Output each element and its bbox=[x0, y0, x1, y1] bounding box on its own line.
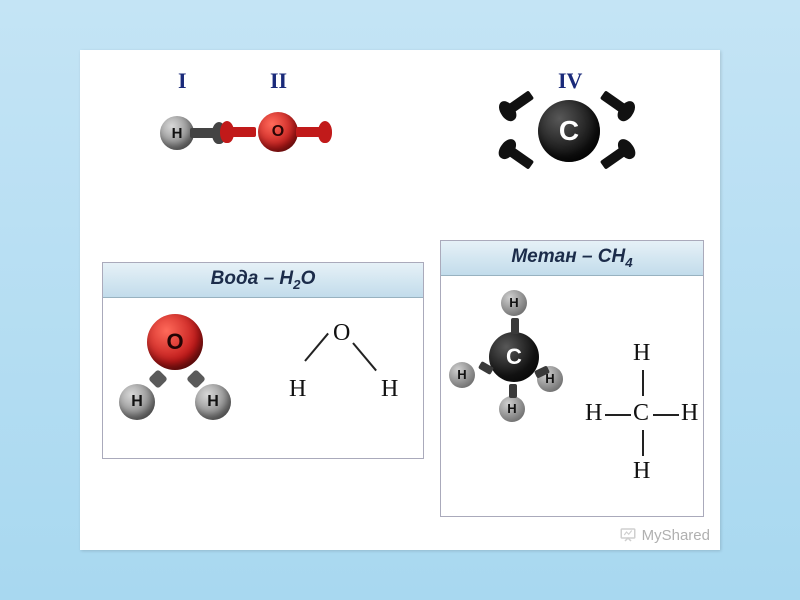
presentation-icon bbox=[619, 526, 637, 544]
hand-icon bbox=[600, 90, 630, 115]
methane-panel: Метан – CH4 C H H H H C H H bbox=[440, 240, 704, 517]
valence-label-1: I bbox=[178, 68, 187, 94]
structural-hydrogen: H bbox=[633, 340, 650, 367]
atom-oxygen-model: O bbox=[147, 314, 203, 370]
water-panel-body: O H H O H H bbox=[103, 298, 423, 458]
watermark: MyShared bbox=[619, 526, 710, 544]
bond-connector bbox=[509, 384, 517, 398]
atom-carbon-valence: C bbox=[538, 100, 600, 162]
hand-icon bbox=[296, 127, 326, 137]
water-title-sub: 2 bbox=[293, 277, 300, 292]
atom-symbol: H bbox=[172, 125, 183, 142]
atom-hydrogen-valence: H bbox=[160, 116, 194, 150]
water-panel: Вода – H2O O H H O H H bbox=[102, 262, 424, 459]
bond-line bbox=[304, 333, 329, 362]
atom-symbol: C bbox=[559, 115, 579, 147]
atom-symbol: O bbox=[272, 123, 284, 141]
methane-panel-header: Метан – CH4 bbox=[441, 241, 703, 276]
atom-symbol: C bbox=[506, 344, 522, 370]
water-panel-header: Вода – H2O bbox=[103, 263, 423, 298]
atom-symbol: H bbox=[457, 367, 466, 382]
structural-hydrogen: H bbox=[585, 400, 602, 427]
bond-line bbox=[642, 370, 644, 396]
valence-label-4: IV bbox=[558, 68, 582, 94]
bond-connector bbox=[511, 318, 519, 334]
atom-symbol: H bbox=[507, 401, 516, 416]
watermark-text: MyShared bbox=[642, 527, 710, 544]
bond-connector bbox=[148, 369, 168, 389]
atom-symbol: H bbox=[207, 393, 219, 411]
methane-panel-body: C H H H H C H H H H bbox=[441, 276, 703, 516]
atom-hydrogen-model: H bbox=[501, 290, 527, 316]
hand-icon bbox=[504, 90, 534, 115]
diagram-canvas: I II IV H O C Вода – H2O O H bbox=[80, 50, 720, 550]
atom-carbon-model: C bbox=[489, 332, 539, 382]
atom-symbol: H bbox=[131, 393, 143, 411]
hand-icon bbox=[226, 127, 256, 137]
atom-symbol: H bbox=[509, 295, 518, 310]
structural-hydrogen: H bbox=[633, 458, 650, 485]
water-title-2: O bbox=[301, 268, 316, 289]
bond-line bbox=[352, 342, 377, 371]
bond-line bbox=[642, 430, 644, 456]
atom-oxygen-valence: O bbox=[258, 112, 298, 152]
structural-carbon: C bbox=[633, 400, 649, 427]
atom-hydrogen-model: H bbox=[195, 384, 231, 420]
hand-icon bbox=[190, 128, 220, 138]
water-title-1: Вода – H bbox=[211, 268, 294, 289]
bond-line bbox=[653, 414, 679, 416]
structural-hydrogen: H bbox=[681, 400, 698, 427]
atom-hydrogen-model: H bbox=[499, 396, 525, 422]
methane-title-sub: 4 bbox=[625, 255, 632, 270]
bond-line bbox=[605, 414, 631, 416]
structural-hydrogen: H bbox=[381, 376, 398, 403]
valence-label-2: II bbox=[270, 68, 287, 94]
hand-icon bbox=[504, 144, 534, 169]
methane-title-1: Метан – CH bbox=[511, 246, 625, 267]
structural-oxygen: O bbox=[333, 320, 350, 347]
atom-symbol: O bbox=[166, 329, 183, 355]
hand-icon bbox=[600, 144, 630, 169]
atom-hydrogen-model: H bbox=[449, 362, 475, 388]
structural-hydrogen: H bbox=[289, 376, 306, 403]
atom-hydrogen-model: H bbox=[119, 384, 155, 420]
